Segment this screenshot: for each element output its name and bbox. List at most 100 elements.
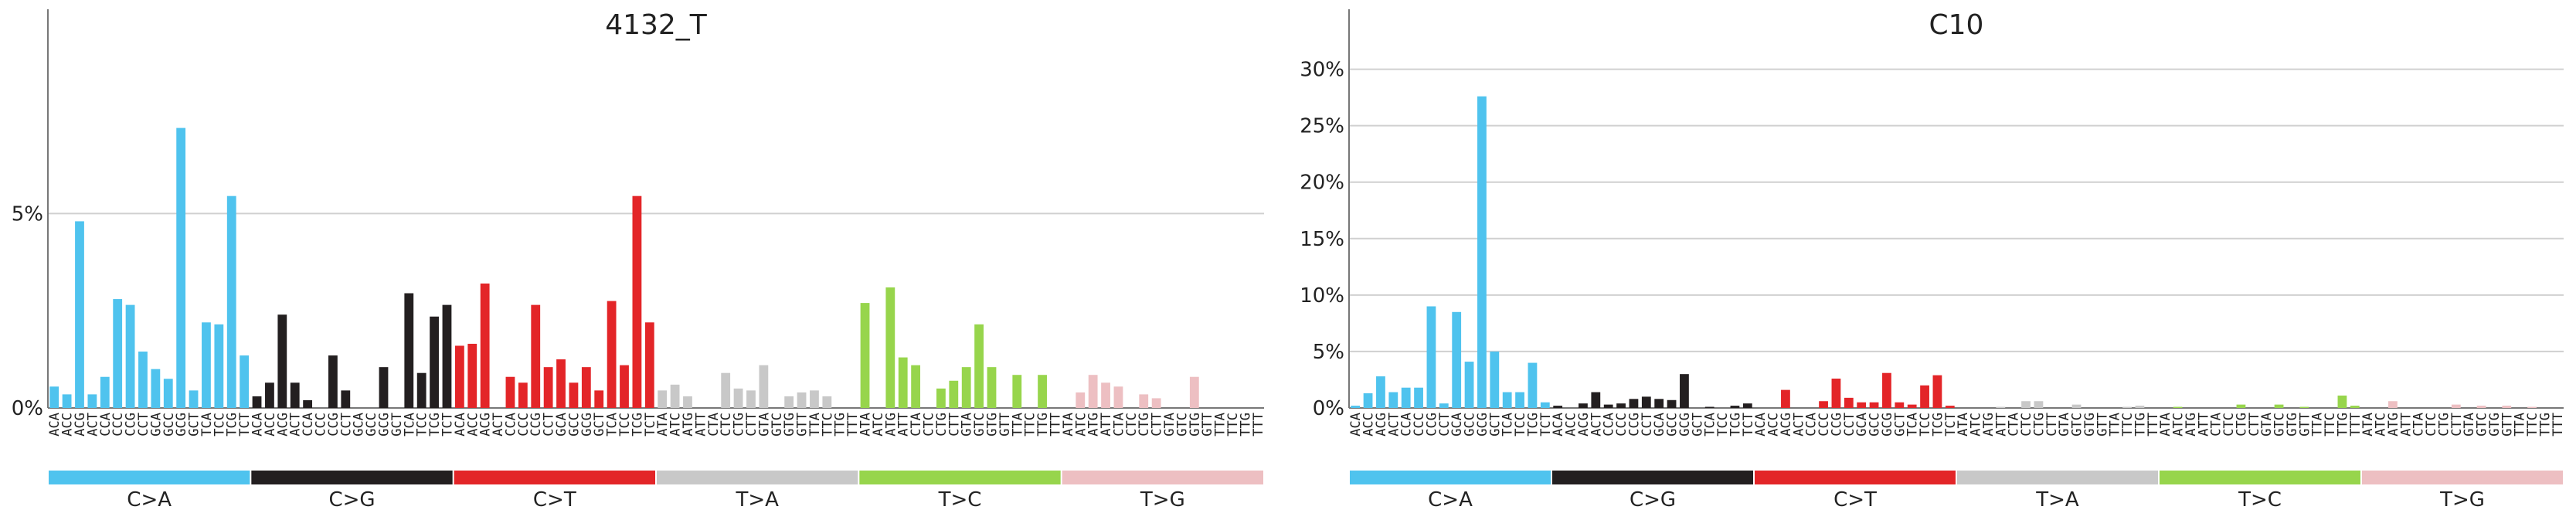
bar bbox=[2122, 406, 2132, 408]
bar bbox=[62, 394, 72, 408]
x-tick-label: CTA bbox=[2007, 413, 2022, 437]
bar bbox=[1730, 406, 1740, 408]
bar bbox=[1113, 386, 1123, 408]
bar bbox=[784, 396, 794, 408]
bar bbox=[1414, 387, 1423, 408]
y-tick-label: 15% bbox=[1300, 228, 1344, 251]
bar bbox=[467, 343, 477, 408]
x-tick-label: ATG bbox=[1981, 413, 1997, 437]
x-tick-label: GCC bbox=[1867, 413, 1883, 437]
group-label: C>T bbox=[1833, 488, 1877, 512]
x-tick-label: GCA bbox=[1652, 413, 1667, 437]
bar bbox=[163, 379, 173, 408]
x-tick-label: GTG bbox=[1188, 413, 1203, 437]
x-tick-label: TCG bbox=[427, 413, 443, 437]
x-tick-label: TTT bbox=[2551, 413, 2566, 437]
group-label: C>A bbox=[1428, 488, 1473, 512]
bar bbox=[531, 304, 541, 408]
bar bbox=[202, 322, 211, 408]
x-tick-label: ATA bbox=[1061, 413, 1076, 437]
group-band bbox=[1062, 471, 1263, 484]
bar bbox=[49, 386, 59, 408]
x-tick-label: CTC bbox=[922, 413, 937, 437]
bar bbox=[1151, 398, 1161, 408]
x-tick-label: CCA bbox=[503, 413, 518, 437]
bar bbox=[1920, 385, 1929, 408]
bar bbox=[75, 221, 84, 408]
group-band bbox=[1755, 471, 1956, 484]
bar bbox=[151, 369, 161, 408]
x-tick-label: GTT bbox=[2500, 413, 2515, 437]
x-tick-label: GCT bbox=[389, 413, 405, 437]
bar bbox=[1603, 404, 1613, 408]
x-tick-label: GTC bbox=[770, 413, 785, 437]
bar bbox=[2071, 404, 2082, 408]
x-tick-label: GTG bbox=[2082, 413, 2098, 437]
x-tick-label: CCG bbox=[1626, 413, 1642, 437]
group-label: T>C bbox=[938, 488, 982, 512]
bar bbox=[2236, 404, 2246, 408]
group-label: C>T bbox=[533, 488, 576, 512]
x-tick-label: ACA bbox=[1753, 413, 1769, 437]
x-tick-label: ATC bbox=[2171, 413, 2187, 437]
x-tick-label: TTG bbox=[2537, 413, 2553, 437]
y-tick-label: 0% bbox=[12, 397, 43, 420]
x-tick-label: TCT bbox=[1943, 413, 1959, 437]
group-band bbox=[859, 471, 1061, 484]
x-tick-label: GTA bbox=[2057, 413, 2072, 437]
group-label: C>G bbox=[1630, 488, 1676, 512]
x-tick-label: TCA bbox=[605, 413, 620, 437]
bar bbox=[1076, 392, 1086, 408]
bar bbox=[2135, 406, 2145, 408]
x-tick-label: ACA bbox=[250, 413, 266, 437]
bar bbox=[442, 304, 452, 408]
group-label: C>G bbox=[328, 488, 375, 512]
bar bbox=[341, 390, 351, 408]
bar bbox=[2034, 401, 2044, 408]
bar bbox=[1401, 387, 1411, 408]
chart-title: C10 bbox=[1929, 9, 1984, 41]
bar bbox=[1189, 376, 1199, 408]
x-tick-label: TCG bbox=[630, 413, 645, 437]
x-tick-label: GTC bbox=[2272, 413, 2288, 437]
x-tick-label: CCG bbox=[326, 413, 342, 437]
bar bbox=[1857, 402, 1867, 408]
x-tick-label: TTA bbox=[807, 413, 823, 437]
bar bbox=[1680, 374, 1689, 408]
x-tick-label: ACG bbox=[1779, 413, 1794, 437]
bar bbox=[303, 399, 313, 408]
bar bbox=[1704, 406, 1715, 408]
bar bbox=[1426, 306, 1436, 408]
group-band bbox=[657, 471, 858, 484]
x-tick-label: CTG bbox=[2031, 413, 2047, 437]
x-tick-label: GCA bbox=[554, 413, 569, 437]
bar bbox=[1844, 397, 1854, 408]
x-tick-label: GTT bbox=[795, 413, 811, 437]
x-tick-label: TCC bbox=[617, 413, 633, 437]
bar bbox=[1641, 396, 1651, 408]
x-tick-label: TCA bbox=[1500, 413, 1516, 437]
bar bbox=[556, 359, 566, 408]
bar bbox=[1869, 402, 1879, 408]
x-tick-label: GCA bbox=[1854, 413, 1870, 437]
x-tick-label: GTA bbox=[1162, 413, 1178, 437]
bar bbox=[594, 390, 604, 408]
x-tick-label: CTC bbox=[2221, 413, 2237, 437]
group-band bbox=[251, 471, 453, 484]
x-tick-label: GTT bbox=[1200, 413, 1215, 437]
x-tick-label: CCC bbox=[314, 413, 329, 437]
bar bbox=[658, 390, 668, 408]
bar bbox=[898, 357, 908, 408]
bar bbox=[1932, 375, 1942, 408]
bar bbox=[1502, 392, 1512, 408]
bar bbox=[670, 384, 680, 408]
x-tick-label: ATG bbox=[2386, 413, 2401, 437]
bar bbox=[1515, 392, 1524, 408]
x-tick-label: ATG bbox=[1086, 413, 1102, 437]
bar bbox=[822, 396, 832, 408]
group-label: T>A bbox=[2035, 488, 2079, 512]
bar bbox=[1490, 351, 1500, 408]
x-tick-label: CCG bbox=[1829, 413, 1844, 437]
x-tick-label: CTA bbox=[2411, 413, 2427, 437]
bar bbox=[1616, 403, 1626, 408]
